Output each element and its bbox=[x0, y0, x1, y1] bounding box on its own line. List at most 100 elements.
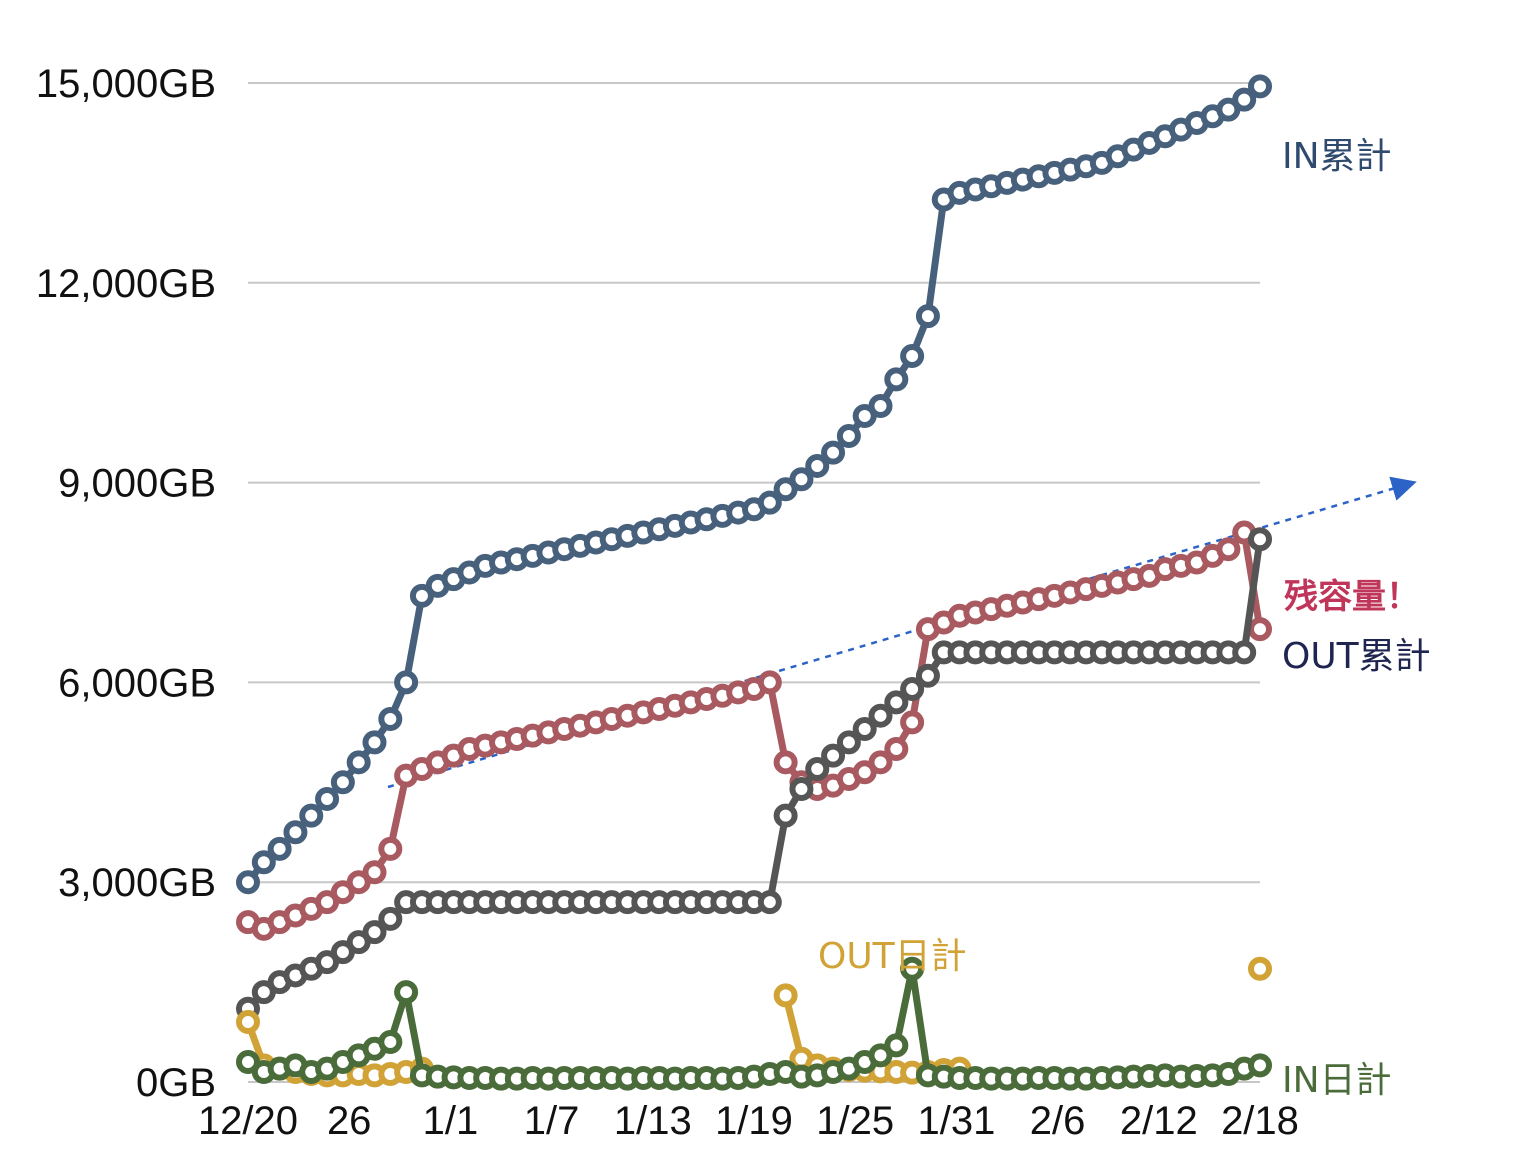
data-point bbox=[409, 583, 434, 608]
data-point bbox=[330, 940, 355, 965]
data-point bbox=[884, 367, 909, 392]
data-point bbox=[852, 404, 877, 428]
data-point bbox=[868, 394, 893, 419]
data-point bbox=[236, 870, 260, 895]
y-tick-label: 3,000GB bbox=[58, 861, 216, 905]
data-point bbox=[915, 663, 940, 688]
x-tick-label: 1/1 bbox=[423, 1099, 479, 1143]
data-point bbox=[362, 730, 387, 755]
data-point bbox=[821, 743, 846, 768]
x-tick-label: 2/12 bbox=[1120, 1099, 1198, 1143]
data-point bbox=[900, 956, 925, 981]
data-point bbox=[757, 890, 782, 915]
y-tick-label: 15,000GB bbox=[36, 62, 216, 106]
data-point bbox=[315, 950, 340, 975]
data-point bbox=[1232, 87, 1257, 112]
series-layer bbox=[236, 74, 1272, 1091]
series-label: IN累計 bbox=[1282, 136, 1392, 177]
data-point bbox=[805, 453, 830, 478]
data-point bbox=[267, 836, 292, 861]
series-label: OUT累計 bbox=[1282, 636, 1431, 677]
series-4 bbox=[236, 956, 1272, 1091]
series-label: OUT日計 bbox=[818, 936, 967, 977]
y-tick-label: 9,000GB bbox=[58, 462, 216, 506]
series-line bbox=[245, 83, 1263, 885]
data-point bbox=[299, 803, 324, 828]
data-point bbox=[362, 860, 387, 885]
data-point bbox=[346, 930, 371, 955]
series-2 bbox=[236, 527, 1272, 1021]
series-0 bbox=[236, 74, 1272, 895]
data-point bbox=[378, 707, 403, 732]
data-point bbox=[805, 756, 830, 781]
data-point bbox=[773, 983, 798, 1008]
data-point bbox=[236, 1010, 260, 1035]
data-point bbox=[346, 870, 371, 895]
data-point bbox=[821, 440, 846, 465]
data-point bbox=[283, 820, 308, 845]
x-tick-label: 2/18 bbox=[1221, 1099, 1299, 1143]
data-point bbox=[378, 836, 403, 861]
data-point bbox=[362, 920, 387, 945]
data-point bbox=[900, 677, 925, 702]
series-1 bbox=[236, 520, 1272, 941]
data-point bbox=[236, 1050, 260, 1075]
x-tick-label: 1/31 bbox=[917, 1099, 995, 1143]
x-tick-label: 1/13 bbox=[614, 1099, 692, 1143]
data-point bbox=[836, 730, 861, 755]
data-point bbox=[884, 737, 909, 761]
data-point bbox=[868, 750, 893, 775]
y-tick-label: 12,000GB bbox=[36, 262, 216, 306]
data-point bbox=[1248, 956, 1272, 981]
data-point bbox=[900, 710, 925, 735]
data-point bbox=[789, 467, 814, 492]
data-point bbox=[915, 304, 940, 329]
y-axis-ticks: 0GB 3,000GB 6,000GB 9,000GB 12,000GB 15,000GB bbox=[36, 62, 216, 1105]
data-point bbox=[394, 980, 419, 1005]
data-point bbox=[1248, 527, 1272, 552]
data-point bbox=[346, 750, 371, 775]
data-point bbox=[773, 803, 798, 828]
series-label: 残容量！ bbox=[1284, 577, 1420, 617]
data-point bbox=[330, 770, 355, 795]
data-point bbox=[773, 477, 798, 502]
data-point bbox=[330, 880, 355, 905]
data-point bbox=[1248, 1053, 1272, 1078]
data-point bbox=[315, 890, 340, 915]
x-tick-label: 2/6 bbox=[1030, 1099, 1086, 1143]
data-point bbox=[757, 490, 782, 515]
data-point bbox=[394, 670, 419, 695]
x-tick-label: 1/7 bbox=[524, 1099, 580, 1143]
x-tick-label: 1/25 bbox=[816, 1099, 894, 1143]
data-point bbox=[884, 690, 909, 715]
x-tick-label: 12/20 bbox=[198, 1099, 298, 1143]
data-point bbox=[1248, 74, 1272, 99]
data-point bbox=[852, 760, 877, 785]
y-tick-label: 6,000GB bbox=[58, 661, 216, 705]
x-axis-ticks: 12/20 26 1/1 1/7 1/13 1/19 1/25 1/31 2/6 2/12 2/18 bbox=[198, 1099, 1299, 1143]
data-point bbox=[1248, 617, 1272, 642]
series-label: IN日計 bbox=[1282, 1060, 1392, 1101]
data-point bbox=[868, 703, 893, 728]
data-point bbox=[251, 850, 276, 875]
data-point bbox=[757, 670, 782, 695]
data-point bbox=[315, 786, 340, 811]
data-point bbox=[868, 1043, 893, 1068]
x-tick-label: 26 bbox=[327, 1099, 372, 1143]
data-point bbox=[836, 423, 861, 448]
data-point bbox=[1216, 97, 1241, 122]
data-point bbox=[1232, 640, 1257, 665]
data-point bbox=[884, 1033, 909, 1058]
data-point bbox=[789, 776, 814, 801]
data-point bbox=[251, 980, 276, 1005]
data-point bbox=[900, 344, 925, 369]
y-tick-label: 0GB bbox=[136, 1061, 216, 1105]
data-point bbox=[378, 906, 403, 931]
data-point bbox=[1216, 537, 1241, 562]
data-point bbox=[378, 1030, 403, 1055]
data-point bbox=[773, 750, 798, 775]
data-point bbox=[852, 717, 877, 742]
x-tick-label: 1/19 bbox=[715, 1099, 793, 1143]
